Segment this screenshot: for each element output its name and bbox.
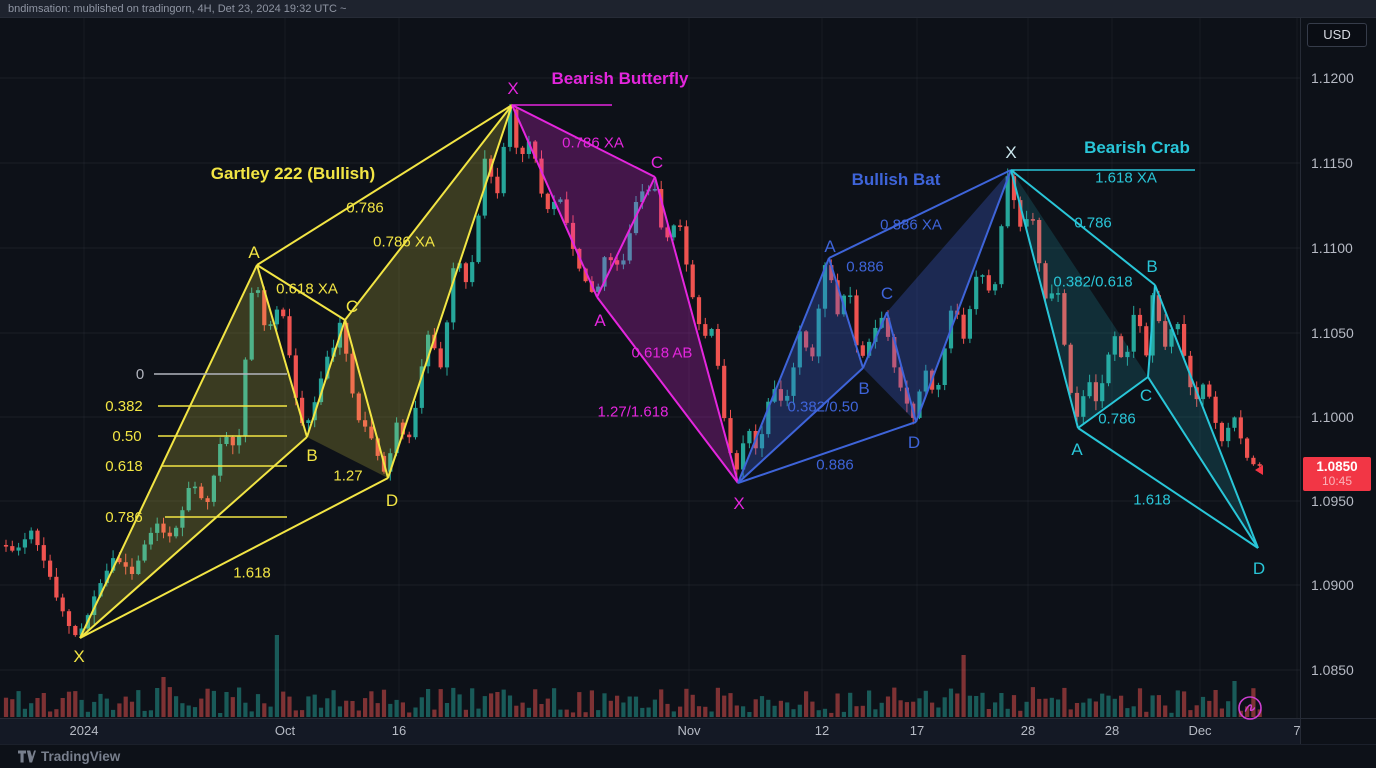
- time-tick-label: 17: [909, 723, 925, 738]
- svg-text:0.786: 0.786: [1098, 410, 1136, 427]
- price-tick-label: 1.0900: [1311, 577, 1354, 593]
- time-tick-label: Nov: [677, 723, 701, 738]
- svg-text:Bullish Bat: Bullish Bat: [852, 170, 941, 189]
- time-tick-label: Dec: [1188, 723, 1212, 738]
- svg-text:0.786: 0.786: [1074, 214, 1112, 231]
- svg-text:0.786: 0.786: [105, 509, 143, 526]
- svg-text:A: A: [1071, 440, 1083, 459]
- svg-text:B: B: [1146, 257, 1157, 276]
- svg-text:C: C: [1140, 386, 1152, 405]
- svg-text:0.886: 0.886: [816, 456, 854, 473]
- svg-text:0.382: 0.382: [105, 398, 143, 415]
- svg-text:1.618: 1.618: [1133, 491, 1171, 508]
- last-price-value: 1.0850: [1316, 459, 1358, 474]
- pattern-crab[interactable]: [1010, 169, 1259, 549]
- svg-text:X: X: [507, 79, 518, 98]
- pattern-butterfly-labels: Bearish Butterfly X 0.786 XA C A 0.618 AB 1.27…: [507, 69, 744, 513]
- svg-text:Bearish Crab: Bearish Crab: [1084, 138, 1190, 157]
- svg-text:0.382/0.50: 0.382/0.50: [788, 398, 859, 415]
- svg-text:0.382/0.618: 0.382/0.618: [1053, 273, 1132, 290]
- svg-text:B: B: [306, 446, 317, 465]
- svg-text:0.618 XA: 0.618 XA: [276, 280, 338, 297]
- signature-stamp-icon[interactable]: [1236, 694, 1264, 722]
- pattern-gartley-labels: Gartley 222 (Bullish) 0.786 0.786 XA A 0.618…: [73, 164, 435, 666]
- svg-text:1.27/1.618: 1.27/1.618: [598, 403, 669, 420]
- time-tick-label: Oct: [274, 723, 296, 738]
- time-tick-label: 7: [1293, 723, 1301, 738]
- svg-text:X: X: [73, 647, 84, 666]
- bar-countdown: 10:45: [1321, 474, 1353, 488]
- svg-text:Bearish Butterfly: Bearish Butterfly: [552, 69, 690, 88]
- svg-text:B: B: [858, 379, 869, 398]
- time-tick-label: 16: [391, 723, 407, 738]
- fib-levels[interactable]: 0 0.382 0.50 0.618 0.786: [105, 366, 287, 526]
- svg-text:1.618 XA: 1.618 XA: [1095, 169, 1157, 186]
- svg-text:D: D: [1253, 559, 1265, 578]
- price-tick-label: 1.1150: [1311, 155, 1353, 171]
- price-tick-label: 1.1100: [1311, 240, 1353, 256]
- svg-text:1.27: 1.27: [333, 467, 362, 484]
- svg-text:A: A: [594, 311, 606, 330]
- svg-text:0.786 XA: 0.786 XA: [562, 134, 624, 151]
- price-tick-label: 1.0850: [1311, 662, 1354, 678]
- svg-text:0.786 XA: 0.786 XA: [373, 233, 435, 250]
- svg-text:0: 0: [136, 366, 144, 383]
- time-tick-label: 28: [1104, 723, 1120, 738]
- price-tick-label: 1.1000: [1311, 409, 1354, 425]
- volume-bars: [3, 635, 1262, 717]
- svg-text:A: A: [248, 243, 260, 262]
- time-axis[interactable]: 2024 Oct 16 Nov 12 17 28 28 Dec 7: [0, 719, 1301, 744]
- price-tick-label: 1.1050: [1311, 325, 1354, 341]
- price-tick-label: 1.0950: [1311, 493, 1354, 509]
- tradingview-logo[interactable]: TradingView: [18, 749, 120, 764]
- time-tick-label: 28: [1020, 723, 1036, 738]
- svg-text:D: D: [908, 433, 920, 452]
- pattern-bat[interactable]: [737, 169, 1012, 484]
- svg-text:Gartley 222 (Bullish): Gartley 222 (Bullish): [211, 164, 375, 183]
- time-tick-label: 2024: [69, 723, 99, 738]
- last-price-marker: [1255, 465, 1263, 475]
- svg-text:0.786: 0.786: [346, 199, 384, 216]
- svg-text:D: D: [386, 491, 398, 510]
- svg-text:0.618: 0.618: [105, 458, 143, 475]
- svg-text:C: C: [651, 153, 663, 172]
- svg-text:X: X: [1005, 143, 1016, 162]
- svg-text:0.886: 0.886: [846, 258, 884, 275]
- symbol-title-text: bndimsation: mublished on tradingorn, 4H…: [8, 3, 347, 15]
- time-tick-label: 12: [814, 723, 830, 738]
- currency-toggle-button[interactable]: USD: [1307, 23, 1367, 47]
- svg-text:A: A: [824, 237, 836, 256]
- svg-text:C: C: [346, 297, 358, 316]
- price-tick-label: 1.1200: [1311, 70, 1354, 86]
- footer-border: [0, 744, 1376, 745]
- svg-text:0.50: 0.50: [112, 428, 141, 445]
- pattern-gartley[interactable]: [79, 104, 513, 639]
- svg-text:X: X: [733, 494, 744, 513]
- tradingview-logo-icon: [18, 750, 36, 763]
- svg-text:C: C: [881, 284, 893, 303]
- pattern-bat-labels: Bullish Bat 0.886 XA A 0.886 C B0.382/0.50 D 0.…: [788, 170, 942, 473]
- symbol-title-bar: bndimsation: mublished on tradingorn, 4H…: [0, 0, 1376, 18]
- footer-bar: TradingView: [0, 745, 1376, 768]
- svg-text:0.618 AB: 0.618 AB: [632, 344, 693, 361]
- tradingview-logo-text: TradingView: [41, 749, 121, 764]
- price-axis-border: [1300, 18, 1301, 745]
- time-axis-border: [0, 718, 1376, 719]
- pattern-butterfly[interactable]: [511, 104, 739, 484]
- price-axis[interactable]: USD 1.0850 10:45 1.1200 1.1150 1.1100 1.105…: [1301, 18, 1376, 718]
- grid: [0, 18, 1300, 718]
- svg-text:1.618: 1.618: [233, 564, 271, 581]
- svg-text:0.886 XA: 0.886 XA: [880, 216, 942, 233]
- last-price-badge: 1.0850 10:45: [1303, 457, 1371, 491]
